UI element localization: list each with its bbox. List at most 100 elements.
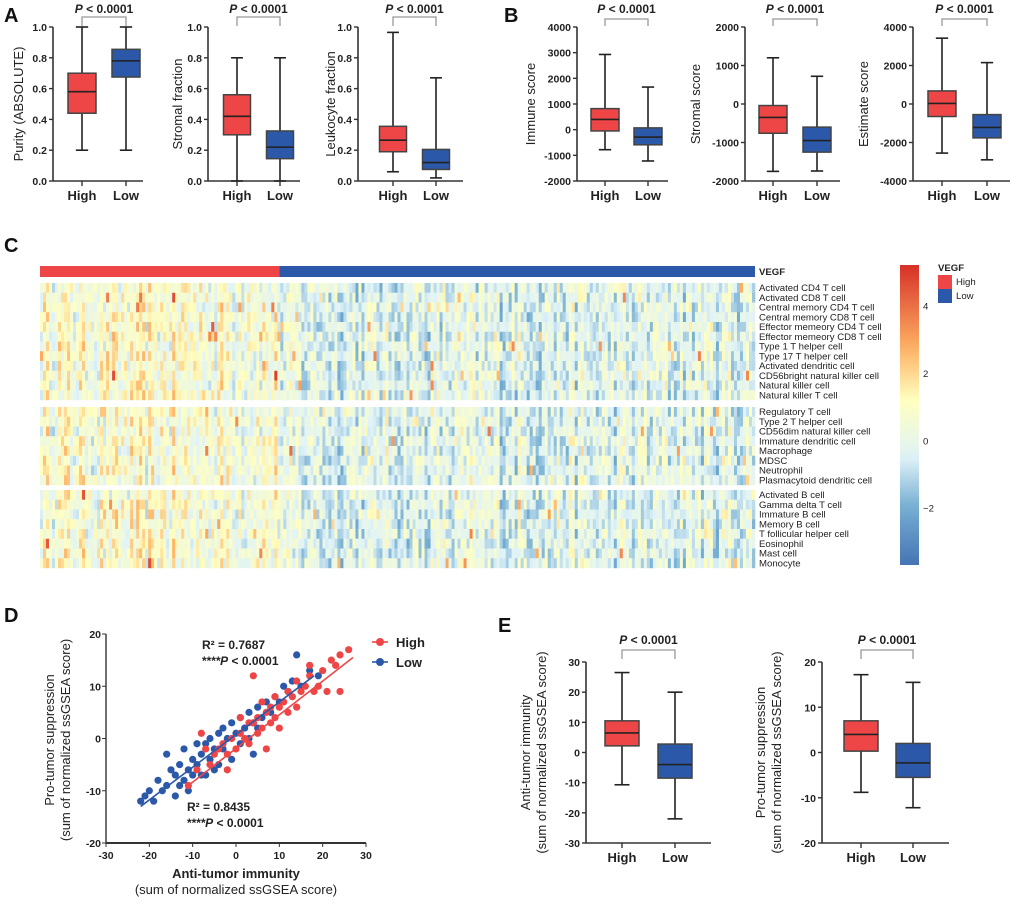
- heatmap-cell: [400, 436, 404, 447]
- heatmap-cell: [553, 361, 558, 371]
- heatmap-cell: [331, 426, 335, 437]
- heatmap-cell: [436, 416, 440, 427]
- heatmap-cell: [127, 465, 131, 476]
- heatmap-cell: [454, 416, 458, 427]
- heatmap-cell: [355, 426, 359, 437]
- heatmap-cell: [247, 283, 251, 293]
- heatmap-cell: [346, 370, 350, 381]
- heatmap-cell: [604, 455, 609, 466]
- heatmap-cell: [100, 465, 104, 476]
- heatmap-cell: [694, 407, 699, 417]
- heatmap-cell: [706, 380, 711, 391]
- heatmap-cell: [148, 312, 152, 323]
- heatmap-cell: [736, 322, 741, 332]
- heatmap-cell: [388, 331, 392, 342]
- heatmap-cell: [472, 465, 476, 476]
- heatmap-cell: [625, 312, 630, 323]
- heatmap-cell: [583, 341, 588, 352]
- heatmap-cell: [517, 351, 521, 362]
- heatmap-cell: [661, 465, 666, 476]
- heatmap-cell: [472, 341, 476, 352]
- heatmap-cell: [742, 283, 747, 293]
- heatmap-cell: [559, 370, 564, 381]
- heatmap-cell: [202, 380, 206, 391]
- heatmap-cell: [673, 436, 678, 447]
- heatmap-cell: [631, 322, 636, 332]
- heatmap-cell: [640, 302, 645, 313]
- heatmap-cell: [727, 380, 732, 391]
- heatmap-cell: [508, 370, 512, 381]
- heatmap-cell: [583, 446, 588, 456]
- heatmap-cell: [607, 370, 612, 381]
- heatmap-cell: [316, 302, 320, 313]
- heatmap-cell: [136, 283, 140, 293]
- heatmap-cell: [313, 351, 317, 362]
- heatmap-cell: [478, 351, 482, 362]
- heatmap-cell: [256, 322, 260, 332]
- heatmap-cell: [340, 312, 344, 323]
- heatmap-cell: [388, 370, 392, 381]
- heatmap-cell: [499, 407, 503, 417]
- heatmap-cell: [229, 380, 233, 391]
- heatmap-cell: [199, 455, 203, 466]
- heatmap-cell: [286, 351, 290, 362]
- heatmap-cell: [244, 416, 248, 427]
- heatmap-cell: [301, 292, 305, 303]
- heatmap-cell: [565, 380, 570, 391]
- heatmap-cell: [706, 331, 711, 342]
- heatmap-cell: [391, 416, 395, 427]
- heatmap-cell: [412, 416, 416, 427]
- heatmap-cell: [70, 302, 74, 313]
- heatmap-cell: [634, 361, 639, 371]
- heatmap-cell: [553, 436, 558, 447]
- heatmap-cell: [652, 416, 657, 427]
- heatmap-cell: [343, 361, 347, 371]
- heatmap-cell: [616, 351, 621, 362]
- heatmap-cell: [430, 341, 434, 352]
- heatmap-cell: [172, 312, 176, 323]
- heatmap-cell: [652, 370, 657, 381]
- heatmap-cell: [565, 446, 570, 456]
- heatmap-cell: [427, 475, 431, 486]
- heatmap-cell: [595, 436, 600, 447]
- heatmap-cell: [67, 322, 71, 332]
- heatmap-cell: [64, 341, 68, 352]
- heatmap-cell: [580, 361, 585, 371]
- heatmap-cell: [166, 322, 170, 332]
- heatmap-cell: [730, 351, 735, 362]
- heatmap-cell: [49, 465, 53, 476]
- heatmap-cell: [625, 465, 630, 476]
- heatmap-cell: [424, 390, 428, 401]
- heatmap-cell: [745, 351, 750, 362]
- heatmap-cell: [112, 475, 116, 486]
- heatmap-cell: [172, 465, 176, 476]
- heatmap-cell: [610, 390, 615, 401]
- heatmap-cell: [406, 436, 410, 447]
- heatmap-cell: [265, 380, 269, 391]
- heatmap-cell: [493, 331, 497, 342]
- heatmap-cell: [334, 407, 338, 417]
- heatmap-cell: [562, 390, 567, 401]
- heatmap-cell: [601, 416, 606, 427]
- heatmap-cell: [217, 341, 221, 352]
- heatmap-cell: [334, 446, 338, 456]
- heatmap-cell: [220, 455, 224, 466]
- heatmap-cell: [274, 426, 278, 437]
- heatmap-cell: [752, 341, 756, 352]
- heatmap-cell: [583, 351, 588, 362]
- heatmap-cell: [211, 312, 215, 323]
- heatmap-cell: [418, 351, 422, 362]
- heatmap-cell: [538, 370, 542, 381]
- heatmap-cell: [328, 475, 332, 486]
- heatmap-cell: [427, 407, 431, 417]
- heatmap-cell: [490, 426, 494, 437]
- heatmap-cell: [217, 302, 221, 313]
- heatmap-cell: [589, 380, 594, 391]
- heatmap-cell: [433, 361, 437, 371]
- heatmap-cell: [676, 302, 681, 313]
- heatmap-cell: [97, 312, 101, 323]
- heatmap-cell: [613, 312, 618, 323]
- heatmap-cell: [322, 331, 326, 342]
- heatmap-cell: [370, 465, 374, 476]
- heatmap-cell: [481, 370, 485, 381]
